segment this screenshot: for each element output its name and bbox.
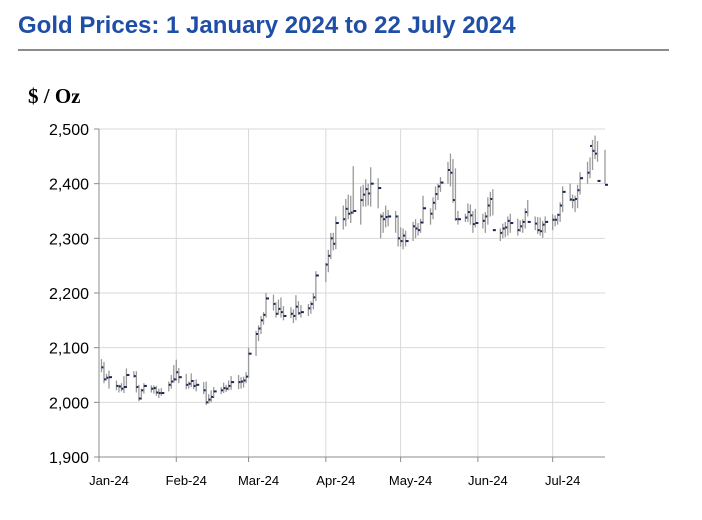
price-bar xyxy=(335,216,339,250)
price-bar xyxy=(404,230,409,247)
gridlines xyxy=(98,128,605,458)
price-bar xyxy=(387,209,392,227)
price-bar xyxy=(604,149,608,186)
price-bar xyxy=(596,141,601,182)
price-bars xyxy=(100,135,608,406)
x-tick-label: Jul-24 xyxy=(545,473,580,488)
price-bar xyxy=(457,211,461,225)
price-bar xyxy=(178,367,182,384)
x-tick-label: May-24 xyxy=(389,473,432,488)
y-tick-label: 2,200 xyxy=(49,286,89,303)
x-tick-label: Mar-24 xyxy=(238,473,279,488)
y-tick-label: 2,400 xyxy=(49,177,89,194)
y-tick-label: 2,000 xyxy=(49,395,89,412)
price-bar xyxy=(213,387,217,397)
price-bar xyxy=(282,306,287,321)
price-bar xyxy=(300,305,304,318)
y-tick-label: 2,300 xyxy=(49,231,89,248)
price-bar xyxy=(561,186,566,213)
price-bar xyxy=(125,368,130,386)
price-bar xyxy=(492,189,496,232)
x-tick-label: Apr-24 xyxy=(316,473,355,488)
price-bar xyxy=(352,166,357,214)
price-bar xyxy=(247,347,252,378)
x-tick-label: Feb-24 xyxy=(166,473,207,488)
x-tick-label: Jun-24 xyxy=(468,473,508,488)
price-bar xyxy=(439,177,444,192)
x-tick-labels: Jan-24 Feb-24 Mar-24 Apr-24 May-24 Jun-24 Jul-… xyxy=(89,473,580,488)
price-bar xyxy=(123,376,127,394)
price-bar xyxy=(377,178,382,209)
price-bar xyxy=(579,172,584,195)
y-tick-label: 2,500 xyxy=(49,122,89,139)
price-bar xyxy=(474,208,479,228)
price-bar xyxy=(265,293,270,318)
price-bar xyxy=(143,383,147,394)
price-bar xyxy=(544,216,549,233)
price-bar xyxy=(419,218,424,233)
price-bar xyxy=(370,167,374,207)
y-axis-label: $ / Oz xyxy=(28,84,81,108)
price-bar xyxy=(230,376,235,390)
price-bar xyxy=(108,370,112,389)
y-tick-label: 2,100 xyxy=(49,341,89,358)
price-bar xyxy=(422,195,427,222)
chart-title: Gold Prices: 1 January 2024 to 22 July 2… xyxy=(18,12,516,39)
title-underline xyxy=(18,49,669,51)
price-bar xyxy=(315,271,319,302)
price-bar xyxy=(160,388,165,396)
price-bar xyxy=(527,200,531,223)
price-bar xyxy=(195,379,200,392)
x-tick-label: Jan-24 xyxy=(89,473,129,488)
y-tick-label: 1,900 xyxy=(49,450,89,467)
price-bar xyxy=(509,213,514,233)
y-tick-labels: 1,900 2,000 2,100 2,200 2,300 2,400 2,500 xyxy=(49,122,89,467)
axes xyxy=(94,128,605,462)
